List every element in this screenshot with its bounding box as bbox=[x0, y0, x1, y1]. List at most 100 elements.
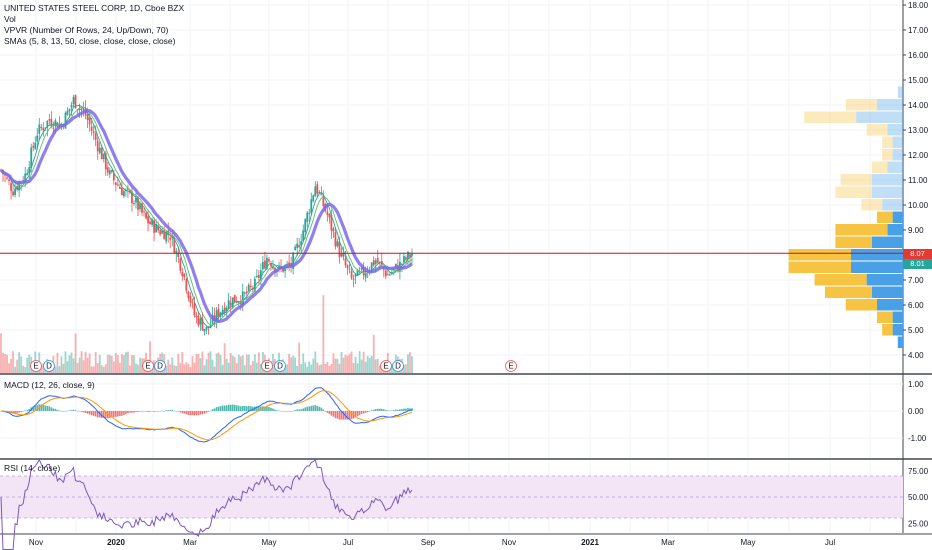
volume-bar bbox=[125, 352, 127, 373]
candle-body bbox=[245, 291, 248, 294]
macd-histogram-bar bbox=[195, 411, 198, 416]
volume-bar bbox=[100, 365, 103, 373]
volume-bar bbox=[16, 359, 19, 373]
macd-histogram-bar bbox=[50, 407, 53, 411]
candle-body bbox=[175, 250, 178, 254]
volume-bar bbox=[64, 351, 67, 373]
volume-bar bbox=[300, 364, 303, 373]
symbol-legend[interactable]: UNITED STATES STEEL CORP, 1D, Cboe BZX bbox=[4, 3, 185, 13]
price-tick-label: 12.00 bbox=[908, 151, 929, 160]
candle-body bbox=[90, 126, 93, 131]
volume-bar bbox=[306, 366, 309, 373]
volume-bar bbox=[74, 333, 77, 373]
vpvr-bar-down bbox=[866, 274, 903, 286]
macd-histogram-bar bbox=[245, 406, 248, 411]
candle-body bbox=[348, 268, 351, 270]
rsi-legend[interactable]: RSI (14, close) bbox=[4, 463, 61, 473]
macd-histogram-bar bbox=[326, 411, 329, 413]
volume-bar bbox=[139, 357, 141, 373]
candle-body bbox=[110, 170, 113, 173]
price-tick-label: 13.00 bbox=[908, 126, 929, 135]
volume-bar bbox=[316, 362, 319, 373]
macd-histogram-bar bbox=[169, 410, 172, 411]
smas-legend[interactable]: SMAs (5, 8, 13, 50, close, close, close,… bbox=[4, 36, 176, 46]
candle-body bbox=[288, 262, 291, 265]
candle-body bbox=[249, 285, 252, 287]
volume-bar bbox=[348, 353, 351, 373]
macd-histogram-bar bbox=[221, 405, 224, 411]
volume-bar bbox=[197, 354, 200, 373]
vpvr-bar-up bbox=[877, 311, 893, 323]
candle-body bbox=[72, 97, 75, 105]
macd-histogram-bar bbox=[74, 410, 77, 411]
volume-bar bbox=[366, 355, 369, 373]
earnings-marker-label: E bbox=[383, 362, 388, 371]
macd-histogram-bar bbox=[387, 410, 389, 411]
candle-body bbox=[320, 193, 323, 195]
candle-body bbox=[163, 230, 166, 240]
volume-bar bbox=[84, 351, 87, 373]
candle-body bbox=[94, 133, 97, 140]
volume-bar bbox=[189, 366, 192, 373]
macd-histogram-bar bbox=[177, 411, 180, 412]
candle-body bbox=[405, 257, 407, 260]
macd-histogram-bar bbox=[354, 411, 357, 418]
vpvr-bar-up bbox=[835, 186, 872, 198]
volume-bar bbox=[20, 356, 23, 373]
macd-histogram-bar bbox=[409, 408, 411, 411]
dividend-marker bbox=[43, 360, 55, 372]
macd-histogram-bar bbox=[233, 404, 236, 411]
volume-bar bbox=[272, 353, 274, 373]
vpvr-legend[interactable]: VPVR (Number Of Rows, 24, Up/Down, 70) bbox=[4, 25, 169, 35]
volume-bar bbox=[122, 355, 125, 373]
volume-bar bbox=[127, 351, 129, 373]
volume-bar bbox=[114, 352, 117, 373]
vpvr-bar-down bbox=[851, 249, 903, 261]
macd-histogram-bar bbox=[237, 405, 240, 411]
candle-body bbox=[310, 199, 313, 213]
rsi-tick-label: 50.00 bbox=[908, 493, 929, 502]
candle-body bbox=[294, 246, 297, 251]
candle-body bbox=[30, 147, 33, 168]
volume-bar bbox=[177, 353, 180, 373]
macd-histogram-bar bbox=[252, 406, 254, 411]
vpvr-bar-up bbox=[882, 149, 893, 161]
time-axis-label: 2021 bbox=[581, 538, 599, 547]
candle-body bbox=[40, 126, 43, 128]
macd-histogram-bar bbox=[304, 407, 307, 411]
vpvr-bar-down bbox=[871, 186, 903, 198]
vol-legend[interactable]: Vol bbox=[4, 14, 16, 24]
candle-body bbox=[14, 188, 17, 195]
macd-histogram-bar bbox=[298, 409, 300, 411]
price-tick-label: 14.00 bbox=[908, 101, 929, 110]
volume-bar bbox=[66, 361, 69, 373]
macd-tick-label: 0.00 bbox=[908, 407, 924, 416]
candle-body bbox=[306, 212, 309, 222]
price-tick-label: 10.00 bbox=[908, 201, 929, 210]
macd-histogram-bar bbox=[211, 409, 214, 411]
macd-histogram-bar bbox=[241, 405, 244, 411]
vpvr-bar-down bbox=[897, 86, 903, 98]
volume-bar bbox=[239, 356, 242, 373]
macd-histogram-bar bbox=[380, 408, 383, 411]
volume-bar bbox=[247, 354, 250, 373]
price-tick-label: 17.00 bbox=[908, 26, 929, 35]
vpvr-bar-down bbox=[871, 286, 903, 298]
macd-histogram-bar bbox=[28, 409, 31, 411]
macd-histogram-bar bbox=[243, 405, 246, 411]
volume-bar bbox=[70, 352, 73, 373]
dividend-marker bbox=[154, 360, 166, 372]
candle-body bbox=[411, 253, 413, 256]
vpvr-bar-up bbox=[877, 211, 893, 223]
macd-legend[interactable]: MACD (12, 26, close, 9) bbox=[4, 380, 95, 390]
volume-bar bbox=[310, 364, 313, 373]
macd-histogram-bar bbox=[22, 411, 24, 412]
signal-line bbox=[0, 390, 413, 441]
volume-bar bbox=[223, 343, 226, 373]
candle-body bbox=[334, 232, 337, 247]
macd-histogram-bar bbox=[364, 411, 367, 413]
vpvr-bar-down bbox=[887, 161, 903, 173]
price-tag-lower: 8.01 bbox=[903, 259, 932, 269]
macd-histogram-bar bbox=[117, 411, 119, 417]
